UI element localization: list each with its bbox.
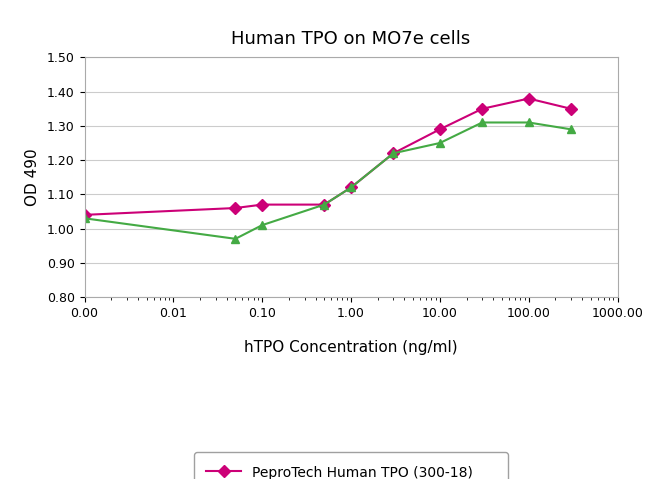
PeproTech Human TPO (AF-300-18) — [436, 140, 444, 146]
Line: PeproTech Human TPO (AF-300-18): PeproTech Human TPO (AF-300-18) — [81, 118, 575, 243]
PeproTech Human TPO (300-18) — [567, 106, 575, 112]
PeproTech Human TPO (AF-300-18) — [525, 120, 532, 125]
Y-axis label: OD 490: OD 490 — [25, 148, 40, 206]
Line: PeproTech Human TPO (300-18): PeproTech Human TPO (300-18) — [81, 94, 575, 219]
PeproTech Human TPO (AF-300-18) — [567, 126, 575, 132]
Text: hTPO Concentration (ng/ml): hTPO Concentration (ng/ml) — [244, 340, 458, 355]
PeproTech Human TPO (AF-300-18) — [347, 184, 355, 190]
PeproTech Human TPO (300-18) — [478, 106, 486, 112]
PeproTech Human TPO (300-18) — [347, 184, 355, 190]
PeproTech Human TPO (300-18) — [231, 205, 239, 211]
PeproTech Human TPO (AF-300-18) — [478, 120, 486, 125]
PeproTech Human TPO (300-18) — [389, 150, 397, 156]
PeproTech Human TPO (AF-300-18) — [389, 150, 397, 156]
PeproTech Human TPO (300-18) — [525, 96, 532, 102]
PeproTech Human TPO (AF-300-18) — [320, 202, 328, 207]
PeproTech Human TPO (AF-300-18) — [258, 222, 266, 228]
PeproTech Human TPO (AF-300-18) — [81, 216, 88, 221]
PeproTech Human TPO (300-18) — [436, 126, 444, 132]
PeproTech Human TPO (300-18) — [81, 212, 88, 218]
PeproTech Human TPO (AF-300-18) — [231, 236, 239, 242]
Legend: PeproTech Human TPO (300-18), PeproTech Human TPO (AF-300-18): PeproTech Human TPO (300-18), PeproTech … — [194, 452, 508, 479]
PeproTech Human TPO (300-18) — [258, 202, 266, 207]
Title: Human TPO on MO7e cells: Human TPO on MO7e cells — [231, 30, 471, 47]
PeproTech Human TPO (300-18) — [320, 202, 328, 207]
